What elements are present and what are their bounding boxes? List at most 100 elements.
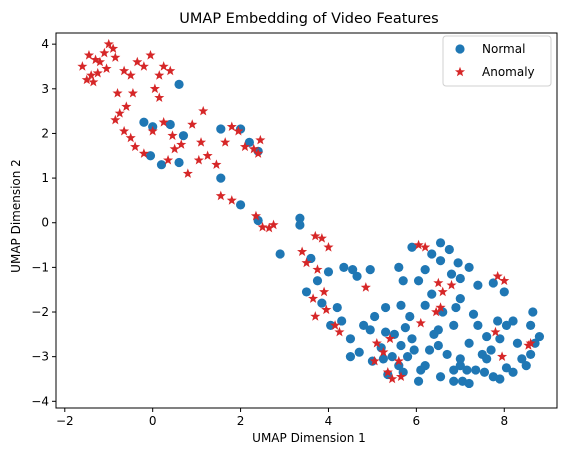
y-tick-label: −3 [31, 350, 49, 364]
point-normal [517, 354, 527, 364]
chart-title: UMAP Embedding of Video Features [179, 11, 438, 27]
point-normal [174, 157, 184, 168]
point-normal [479, 367, 490, 377]
point-normal [420, 300, 430, 310]
x-tick-label: 0 [149, 414, 157, 428]
point-anomaly [99, 47, 110, 58]
point-normal [471, 365, 481, 375]
point-normal [345, 352, 356, 362]
point-normal [435, 256, 446, 266]
point-normal [216, 173, 226, 183]
point-normal [464, 338, 474, 348]
point-anomaly [420, 241, 431, 252]
point-anomaly [147, 125, 158, 136]
point-anomaly [158, 61, 169, 71]
point-anomaly [384, 333, 396, 344]
point-normal [174, 79, 184, 89]
point-anomaly [154, 70, 165, 80]
point-anomaly [316, 233, 327, 243]
point-anomaly [330, 320, 341, 330]
point-anomaly [268, 219, 279, 230]
point-normal [453, 258, 463, 268]
point-anomaly [103, 38, 114, 49]
point-anomaly [125, 70, 136, 80]
point-anomaly [182, 168, 193, 178]
point-anomaly [92, 67, 103, 78]
y-tick-label: 0 [41, 216, 49, 230]
point-anomaly [497, 351, 508, 361]
point-normal [407, 334, 417, 344]
point-normal [455, 294, 465, 304]
point-normal [534, 331, 545, 342]
point-anomaly [525, 337, 536, 348]
point-normal [354, 347, 364, 357]
point-normal [508, 316, 518, 326]
point-anomaly [158, 116, 169, 127]
point-normal [424, 345, 435, 355]
point-normal [473, 320, 483, 331]
point-anomaly [437, 286, 448, 297]
point-normal [493, 316, 503, 326]
point-anomaly [301, 257, 312, 268]
point-anomaly [163, 154, 174, 165]
y-axis-label: UMAP Dimension 2 [9, 159, 23, 273]
point-normal [405, 311, 415, 322]
point-anomaly [119, 125, 130, 136]
point-anomaly [112, 87, 123, 98]
point-normal [409, 345, 419, 355]
point-anomaly [395, 371, 407, 382]
point-normal [526, 349, 536, 360]
y-tick-label: 2 [41, 126, 49, 140]
point-normal [435, 238, 446, 248]
point-normal [389, 329, 399, 339]
y-tick-label: 4 [41, 37, 49, 51]
point-normal [295, 213, 305, 223]
point-normal [345, 334, 356, 344]
point-anomaly [154, 92, 165, 103]
point-normal [449, 376, 459, 386]
point-normal [444, 244, 454, 255]
point-anomaly [145, 50, 156, 60]
point-anomaly [323, 241, 334, 252]
point-anomaly [202, 150, 213, 161]
point-normal [482, 331, 492, 342]
point-normal [449, 320, 459, 331]
point-anomaly [215, 190, 226, 201]
point-normal [317, 298, 327, 308]
point-normal [451, 302, 461, 313]
point-anomaly [490, 326, 501, 337]
point-normal [526, 320, 536, 331]
point-normal [365, 265, 375, 275]
point-anomaly [226, 121, 237, 132]
point-anomaly [110, 114, 121, 125]
y-tick-label: 3 [41, 82, 49, 96]
x-tick-label: 2 [237, 414, 245, 428]
point-anomaly [312, 264, 323, 274]
point-normal [501, 363, 512, 373]
point-normal [244, 137, 254, 147]
point-anomaly [433, 277, 444, 288]
legend-marker-normal [455, 44, 465, 54]
point-normal [402, 352, 413, 362]
point-normal [359, 320, 369, 331]
point-anomaly [88, 76, 99, 87]
point-normal [332, 302, 342, 313]
point-anomaly [211, 159, 222, 169]
point-normal [139, 117, 149, 127]
point-anomaly [360, 282, 371, 292]
point-normal [216, 124, 226, 134]
point-normal [295, 220, 305, 230]
point-normal [396, 340, 406, 351]
point-normal [462, 365, 472, 375]
point-anomaly [378, 346, 389, 357]
point-normal [499, 287, 509, 297]
point-anomaly [167, 130, 178, 140]
point-anomaly [264, 222, 275, 233]
point-anomaly [239, 141, 251, 152]
legend: Normal Anomaly [442, 35, 552, 87]
point-normal [323, 267, 334, 277]
point-normal [394, 262, 404, 272]
legend-marker-anomaly [454, 66, 466, 77]
legend-label-normal: Normal [482, 42, 525, 56]
